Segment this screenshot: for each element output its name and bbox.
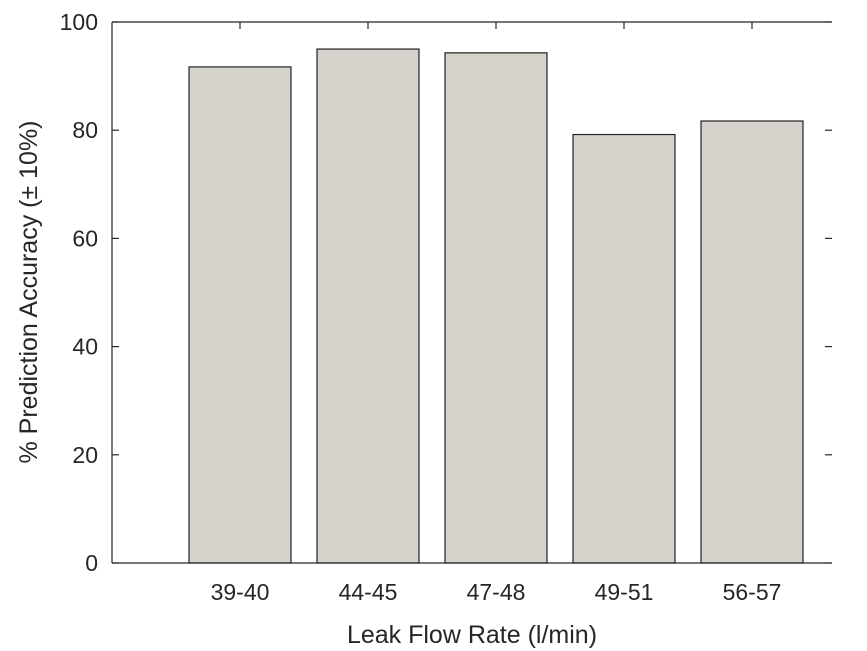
y-tick-label-0: 0 [85, 550, 98, 576]
x-tick-label-49-51: 49-51 [595, 579, 654, 605]
x-tick-labels: 39-40 44-45 47-48 49-51 56-57 [211, 579, 782, 605]
x-axis-label: Leak Flow Rate (l/min) [347, 621, 597, 649]
y-tick-label-40: 40 [72, 334, 98, 360]
bar-49-51 [572, 133, 676, 564]
y-tick-label-100: 100 [60, 9, 98, 35]
y-tick-labels: 0 20 40 60 80 100 [60, 9, 98, 576]
y-tick-label-80: 80 [72, 117, 98, 143]
bar-39-40 [188, 66, 292, 564]
y-tick-label-60: 60 [72, 225, 98, 251]
bars [188, 48, 804, 564]
y-tick-label-20: 20 [72, 442, 98, 468]
x-tick-label-39-40: 39-40 [211, 579, 270, 605]
bar-44-45 [316, 48, 420, 564]
x-tick-label-47-48: 47-48 [467, 579, 526, 605]
x-tick-label-56-57: 56-57 [723, 579, 782, 605]
bar-56-57 [700, 120, 804, 564]
x-tick-label-44-45: 44-45 [339, 579, 398, 605]
bar-47-48 [444, 52, 548, 564]
y-axis-label: % Prediction Accuracy (± 10%) [15, 120, 43, 463]
